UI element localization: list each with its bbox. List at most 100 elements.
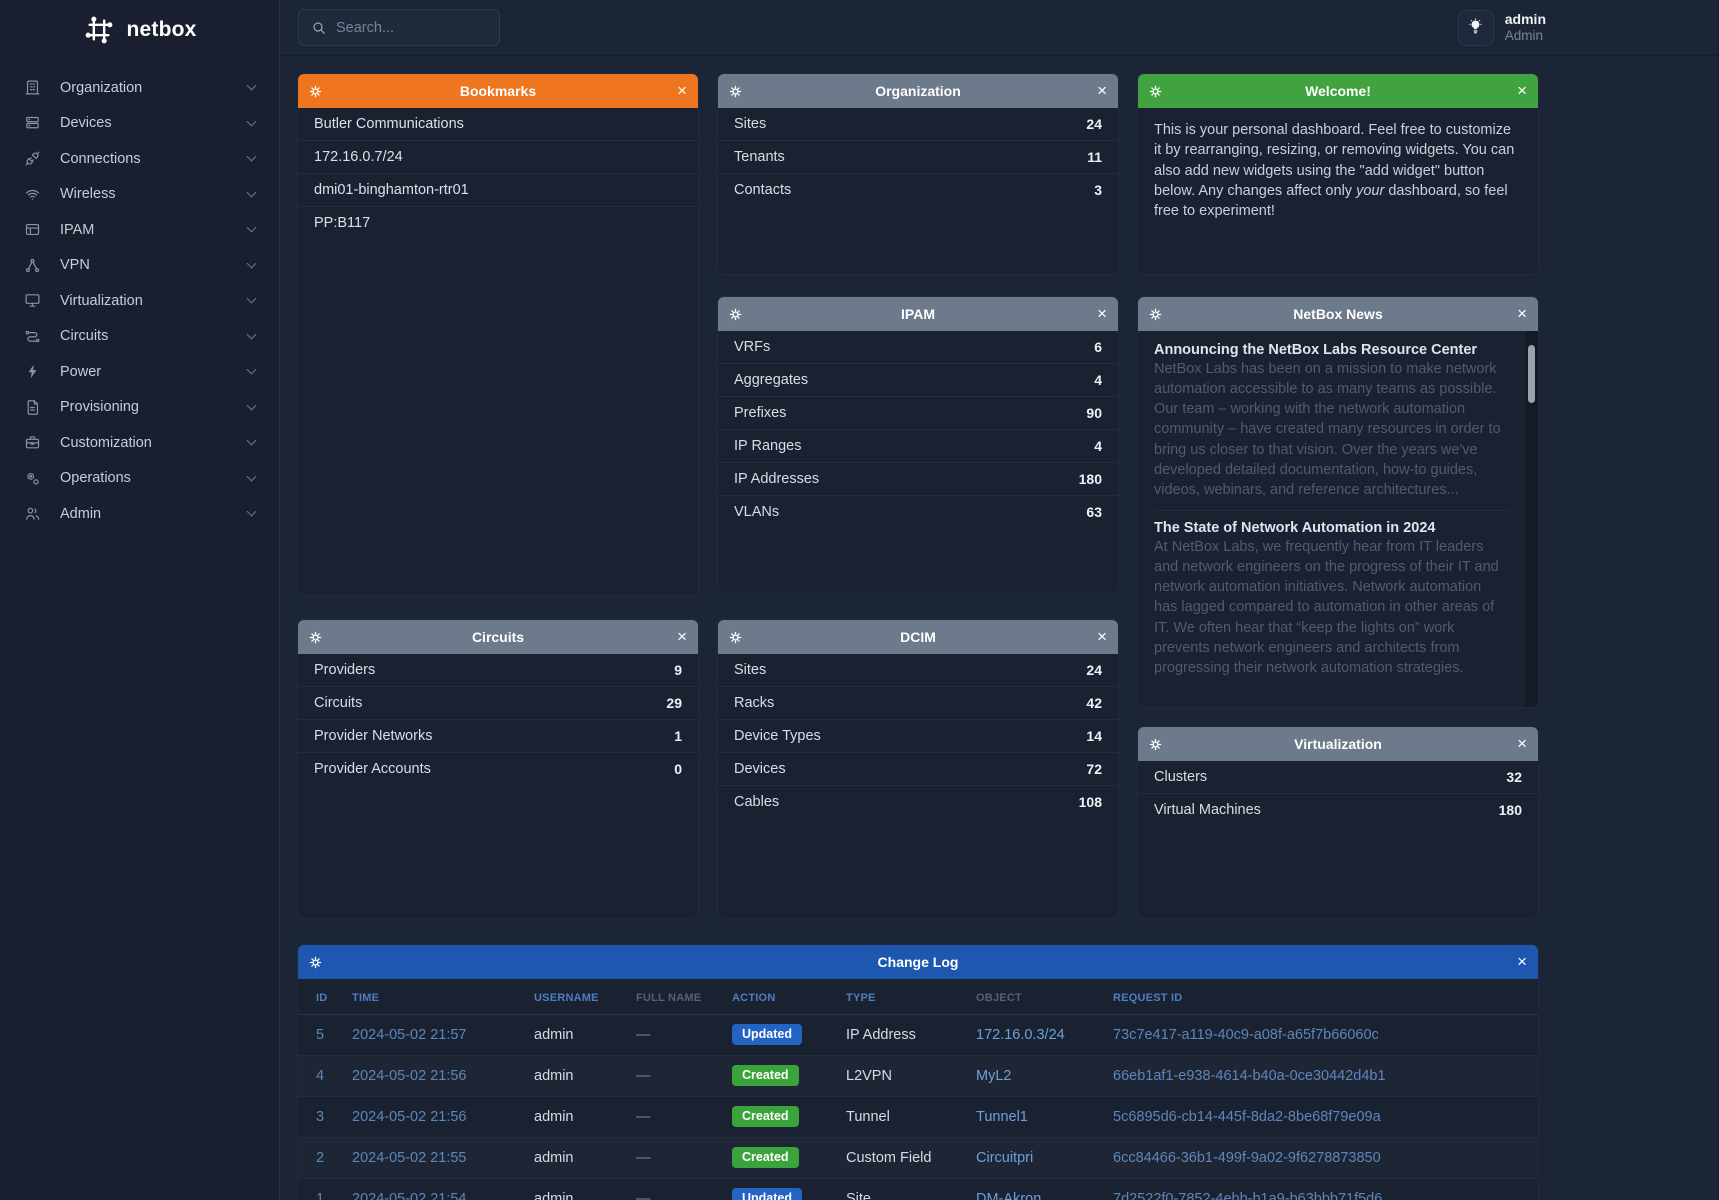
sidebar-item-organization[interactable]: Organization xyxy=(0,70,279,106)
sidebar-item-power[interactable]: Power xyxy=(0,354,279,390)
widget-config-icon[interactable] xyxy=(1149,85,1162,98)
widget-config-icon[interactable] xyxy=(729,308,742,321)
bookmark-item[interactable]: 172.16.0.7/24 xyxy=(298,140,698,173)
close-icon[interactable]: × xyxy=(1517,304,1527,323)
widget-config-icon[interactable] xyxy=(309,631,322,644)
changelog-table: ID TIME USERNAME FULL NAME ACTION TYPE O… xyxy=(298,979,1538,1200)
sidebar-nav: Organization Devices Connections Wireles… xyxy=(0,70,279,532)
widget-title: NetBox News xyxy=(1293,306,1383,322)
close-icon[interactable]: × xyxy=(1517,81,1527,100)
widget-title: Bookmarks xyxy=(459,83,537,99)
changelog-time-link[interactable]: 2024-05-02 21:54 xyxy=(342,1178,524,1200)
request-id-link[interactable]: 66eb1af1-e938-4614-b40a-0ce30442d4b1 xyxy=(1103,1055,1538,1097)
changelog-time-link[interactable]: 2024-05-02 21:56 xyxy=(342,1096,524,1138)
wifi-icon xyxy=(24,186,41,203)
news-article: The State of Network Automation in 2024 … xyxy=(1154,520,1508,678)
welcome-widget: Welcome! × This is your personal dashboa… xyxy=(1138,74,1538,274)
changelog-id-link[interactable]: 4 xyxy=(298,1055,342,1097)
close-icon[interactable]: × xyxy=(677,627,687,646)
sidebar-item-admin[interactable]: Admin xyxy=(0,496,279,532)
column-header-time[interactable]: TIME xyxy=(342,979,524,1015)
column-header-username[interactable]: USERNAME xyxy=(524,979,626,1015)
widget-config-icon[interactable] xyxy=(729,631,742,644)
changelog-id-link[interactable]: 5 xyxy=(316,1026,325,1043)
object-link[interactable]: Circuitpri xyxy=(966,1137,1103,1179)
theme-toggle-button[interactable] xyxy=(1457,9,1494,46)
stat-row: Devices 72 xyxy=(718,752,1118,785)
bookmark-item[interactable]: Butler Communications xyxy=(314,116,464,132)
changelog-id-link[interactable]: 3 xyxy=(298,1096,342,1138)
widget-header: Change Log × xyxy=(298,945,1538,979)
action-badge: Updated xyxy=(732,1188,802,1200)
stat-row: Circuits 29 xyxy=(298,686,698,719)
close-icon[interactable]: × xyxy=(677,81,687,100)
request-id-link[interactable]: 7d2522f0-7852-4ebb-b1a9-b63bbb71f5d6 xyxy=(1103,1178,1538,1200)
sidebar-item-circuits[interactable]: Circuits xyxy=(0,319,279,355)
request-id-link[interactable]: 6cc84466-36b1-499f-9a02-9f6278873850 xyxy=(1103,1137,1538,1179)
search-input[interactable] xyxy=(336,19,487,36)
stat-row: Virtual Machines 180 xyxy=(1138,793,1538,826)
changelog-id-link[interactable]: 2 xyxy=(298,1137,342,1179)
changelog-time-link[interactable]: 2024-05-02 21:55 xyxy=(342,1137,524,1179)
object-link[interactable]: MyL2 xyxy=(966,1055,1103,1097)
sidebar-item-wireless[interactable]: Wireless xyxy=(0,177,279,213)
stat-row: Racks 42 xyxy=(718,686,1118,719)
action-badge: Updated xyxy=(732,1024,802,1045)
sidebar-item-ipam[interactable]: IPAM xyxy=(0,212,279,248)
close-icon[interactable]: × xyxy=(1517,952,1527,971)
news-article-title[interactable]: The State of Network Automation in 2024 xyxy=(1154,519,1436,536)
changelog-time-link[interactable]: 2024-05-02 21:56 xyxy=(342,1055,524,1097)
scrollbar-track[interactable] xyxy=(1525,331,1538,707)
object-link[interactable]: DM-Akron xyxy=(966,1178,1103,1200)
widget-config-icon[interactable] xyxy=(309,956,322,969)
widget-header: IPAM × xyxy=(718,297,1118,331)
column-header-action[interactable]: ACTION xyxy=(722,979,836,1015)
changelog-time-link[interactable]: 2024-05-02 21:57 xyxy=(352,1026,467,1043)
table-row: 3 2024-05-02 21:56 admin — Created Tunne… xyxy=(298,1096,1538,1138)
stat-row: VRFs 6 xyxy=(734,339,1102,355)
request-id-link[interactable]: 73c7e417-a119-40c9-a08f-a65f7b66060c xyxy=(1113,1026,1379,1043)
route-icon xyxy=(24,328,41,345)
lightbulb-icon xyxy=(1469,18,1483,34)
widget-config-icon[interactable] xyxy=(309,85,322,98)
column-header-type[interactable]: TYPE xyxy=(836,979,966,1015)
chevron-down-icon xyxy=(246,329,257,340)
sidebar-item-virtualization[interactable]: Virtualization xyxy=(0,283,279,319)
sidebar-item-connections[interactable]: Connections xyxy=(0,141,279,177)
chevron-down-icon xyxy=(246,471,257,482)
column-header-id[interactable]: ID xyxy=(298,979,342,1015)
request-id-link[interactable]: 5c6895d6-cb14-445f-8da2-8be68f79e09a xyxy=(1103,1096,1538,1138)
column-header-requestid[interactable]: REQUEST ID xyxy=(1103,979,1538,1015)
user-menu[interactable]: admin Admin xyxy=(1505,11,1546,44)
bolt-icon xyxy=(24,363,41,380)
widget-config-icon[interactable] xyxy=(1149,738,1162,751)
widget-config-icon[interactable] xyxy=(729,85,742,98)
sidebar-item-vpn[interactable]: VPN xyxy=(0,248,279,284)
object-link[interactable]: Tunnel1 xyxy=(966,1096,1103,1138)
netbox-logo[interactable]: netbox xyxy=(0,0,279,56)
scrollbar-thumb[interactable] xyxy=(1528,345,1535,403)
sidebar-item-provisioning[interactable]: Provisioning xyxy=(0,390,279,426)
news-article-title[interactable]: Announcing the NetBox Labs Resource Cent… xyxy=(1154,342,1478,358)
gears-icon xyxy=(24,470,41,487)
sidebar-item-devices[interactable]: Devices xyxy=(0,106,279,142)
changelog-id-link[interactable]: 1 xyxy=(298,1178,342,1200)
object-link[interactable]: 172.16.0.3/24 xyxy=(976,1026,1065,1043)
close-icon[interactable]: × xyxy=(1097,304,1107,323)
sidebar-item-customization[interactable]: Customization xyxy=(0,425,279,461)
bookmarks-widget: Bookmarks × Butler Communications 172.16… xyxy=(298,74,698,595)
search-box xyxy=(298,9,500,46)
circuits-widget: Circuits × Providers 9 Circuits 29 Provide… xyxy=(298,620,698,918)
close-icon[interactable]: × xyxy=(1097,627,1107,646)
bookmark-item[interactable]: PP:B117 xyxy=(298,206,698,239)
sidebar-item-operations[interactable]: Operations xyxy=(0,461,279,497)
close-icon[interactable]: × xyxy=(1517,734,1527,753)
widget-config-icon[interactable] xyxy=(1149,308,1162,321)
monitor-icon xyxy=(24,292,41,309)
stat-row: Prefixes 90 xyxy=(718,396,1118,429)
bookmark-item[interactable]: dmi01-binghamton-rtr01 xyxy=(298,173,698,206)
document-icon xyxy=(24,399,41,416)
close-icon[interactable]: × xyxy=(1097,81,1107,100)
column-header-fullname: FULL NAME xyxy=(626,979,722,1015)
main-area: admin Admin Bookmarks × xyxy=(280,0,1719,1200)
